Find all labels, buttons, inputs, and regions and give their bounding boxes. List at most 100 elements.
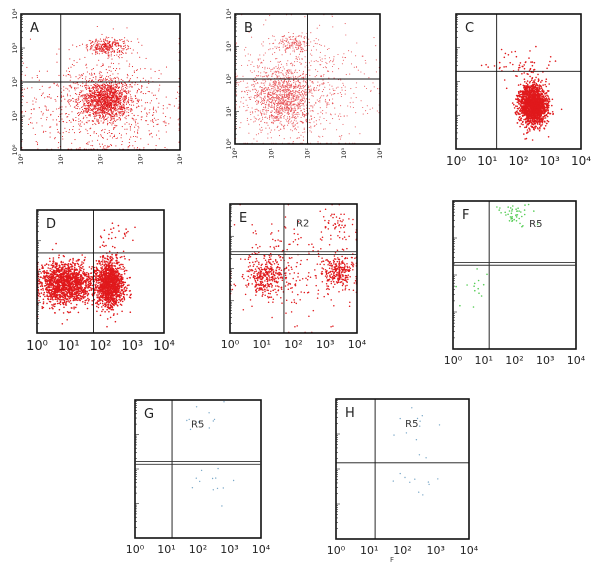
data-point bbox=[116, 85, 119, 87]
data-point bbox=[115, 125, 117, 127]
data-point bbox=[95, 82, 97, 85]
data-point bbox=[101, 49, 103, 51]
data-point bbox=[129, 94, 131, 96]
data-point bbox=[320, 111, 322, 113]
data-point bbox=[322, 83, 324, 85]
data-point bbox=[125, 49, 127, 51]
data-point bbox=[121, 47, 123, 50]
data-point bbox=[282, 126, 285, 128]
data-point bbox=[119, 38, 121, 41]
data-point bbox=[118, 103, 121, 105]
data-point bbox=[41, 93, 43, 95]
data-point bbox=[270, 137, 272, 139]
data-point bbox=[87, 120, 89, 122]
data-point bbox=[133, 70, 135, 72]
data-point bbox=[119, 90, 121, 92]
data-point bbox=[302, 131, 304, 134]
data-point bbox=[86, 98, 88, 100]
data-point bbox=[131, 74, 133, 77]
data-point bbox=[169, 104, 171, 106]
data-point bbox=[146, 102, 148, 104]
data-point bbox=[109, 77, 111, 79]
data-point bbox=[103, 90, 105, 92]
data-point bbox=[41, 125, 43, 127]
data-point bbox=[116, 105, 118, 107]
data-point bbox=[106, 101, 108, 103]
data-point bbox=[90, 96, 92, 98]
data-point bbox=[99, 71, 101, 73]
data-point bbox=[278, 102, 280, 104]
data-point bbox=[114, 107, 116, 109]
data-point bbox=[103, 121, 105, 123]
data-point bbox=[333, 58, 335, 60]
data-point bbox=[104, 45, 106, 47]
data-point bbox=[70, 84, 72, 86]
data-point bbox=[101, 106, 103, 108]
data-point bbox=[109, 93, 111, 95]
data-point bbox=[61, 113, 63, 115]
data-point bbox=[290, 85, 292, 87]
data-point bbox=[298, 35, 300, 37]
data-point bbox=[116, 49, 118, 51]
data-point bbox=[127, 106, 130, 108]
data-point bbox=[54, 136, 56, 139]
data-point bbox=[292, 63, 294, 65]
data-point bbox=[100, 46, 103, 48]
data-point bbox=[283, 87, 285, 89]
data-point bbox=[364, 85, 366, 87]
data-point bbox=[148, 80, 150, 82]
data-point bbox=[68, 71, 70, 73]
data-point bbox=[264, 116, 266, 119]
data-point bbox=[258, 93, 260, 95]
data-point bbox=[247, 106, 249, 109]
data-point bbox=[294, 113, 296, 116]
data-point bbox=[131, 112, 133, 115]
data-point bbox=[148, 130, 150, 132]
data-point bbox=[113, 94, 115, 96]
data-point bbox=[108, 84, 110, 87]
data-point bbox=[285, 73, 288, 76]
data-point bbox=[274, 87, 276, 89]
data-point bbox=[325, 61, 327, 63]
data-point bbox=[94, 117, 96, 119]
data-point bbox=[297, 104, 299, 106]
data-point bbox=[538, 86, 540, 88]
data-point bbox=[111, 80, 113, 82]
data-point bbox=[240, 101, 242, 103]
data-point bbox=[112, 50, 114, 52]
data-point bbox=[107, 50, 109, 52]
data-point bbox=[282, 87, 284, 89]
data-point bbox=[350, 51, 352, 53]
data-point bbox=[98, 72, 100, 74]
data-point bbox=[288, 94, 290, 96]
data-point bbox=[111, 43, 113, 45]
data-point bbox=[97, 45, 99, 47]
data-point bbox=[271, 114, 273, 116]
data-point bbox=[103, 86, 105, 88]
data-point bbox=[332, 102, 334, 104]
data-point bbox=[138, 41, 140, 43]
data-point bbox=[288, 122, 290, 124]
data-point bbox=[79, 93, 81, 95]
data-point bbox=[77, 103, 79, 105]
data-point bbox=[67, 74, 69, 76]
data-point bbox=[68, 129, 71, 131]
data-point bbox=[137, 98, 139, 100]
data-point bbox=[120, 105, 122, 107]
data-point bbox=[102, 122, 104, 124]
data-point bbox=[273, 71, 275, 73]
data-point bbox=[294, 127, 297, 129]
data-point bbox=[262, 110, 264, 112]
data-point bbox=[108, 97, 111, 99]
data-point bbox=[145, 57, 147, 59]
data-point bbox=[268, 94, 271, 96]
data-point bbox=[90, 42, 92, 44]
data-point bbox=[246, 109, 248, 111]
x-tick-label: 10¹ bbox=[57, 154, 65, 165]
data-point bbox=[254, 88, 256, 90]
data-point bbox=[83, 103, 85, 105]
data-point bbox=[292, 93, 294, 95]
data-point bbox=[329, 84, 331, 86]
data-point bbox=[316, 87, 318, 89]
